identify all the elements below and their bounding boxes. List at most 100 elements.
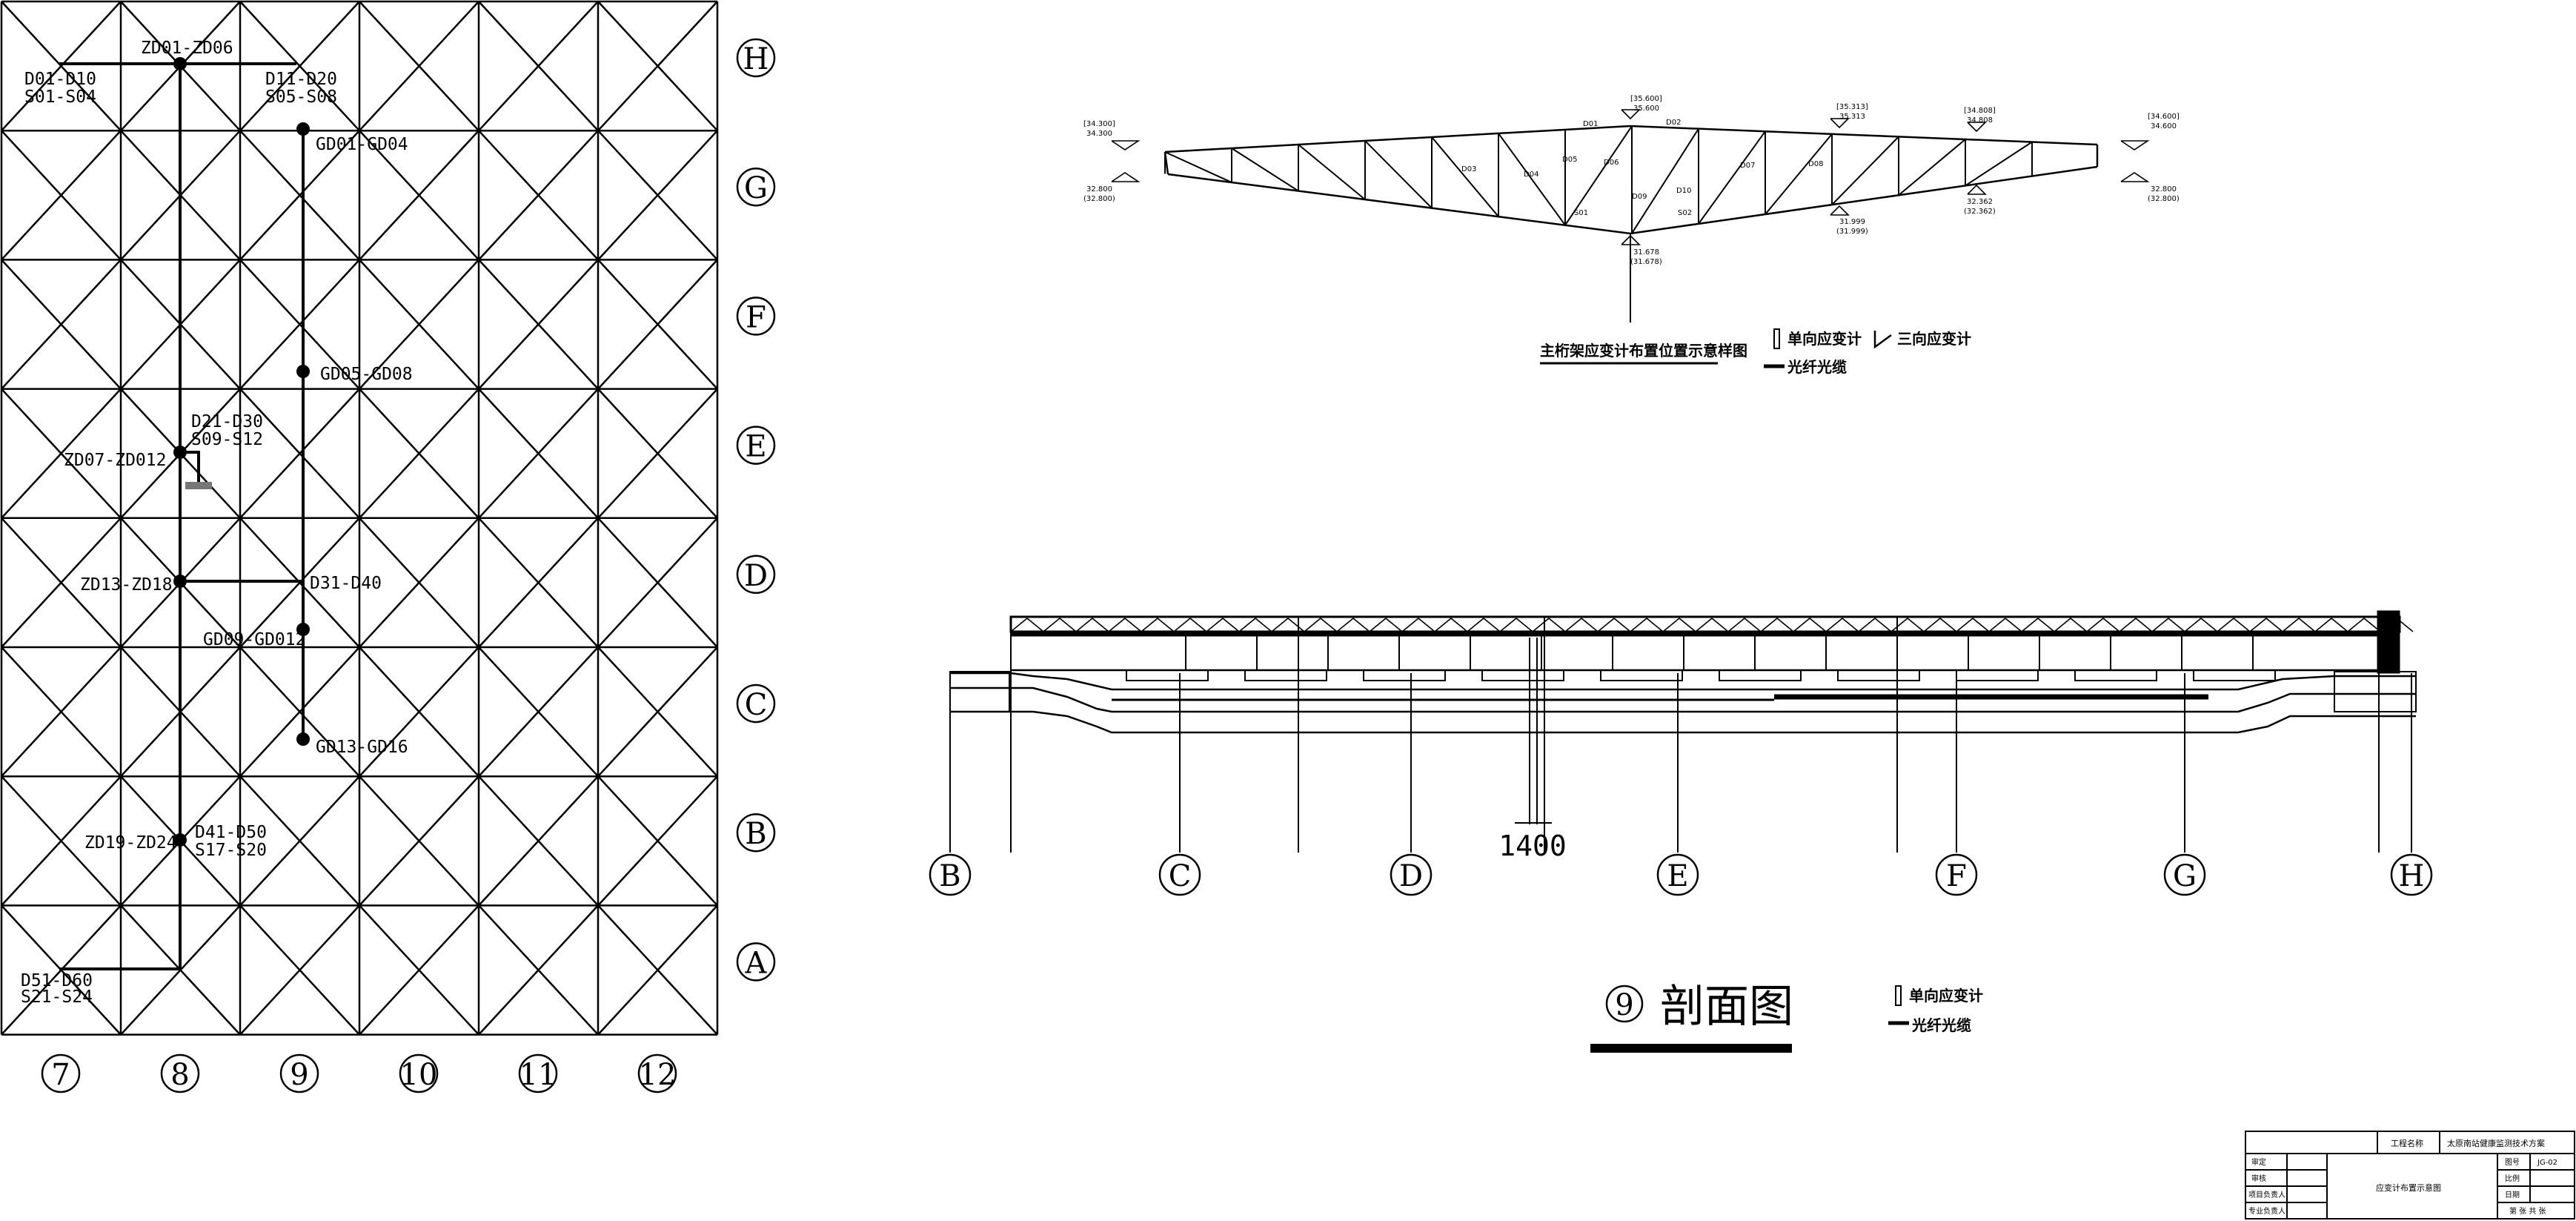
label-s09: S09-S12 — [191, 430, 263, 449]
grid-diagonal — [239, 646, 360, 778]
section-labels: 1400 B C D E F G H 9 剖面图 单向应变计 光纤光缆 — [929, 830, 2433, 1053]
roof-web — [1532, 618, 1550, 632]
elev-r2-bot: 32.362 — [1967, 198, 1993, 206]
grid-diagonal — [359, 775, 479, 907]
row-axis-bubble — [736, 942, 776, 982]
elev-left-top2: 34.300 — [1086, 130, 1112, 138]
grid-diagonal — [1, 646, 122, 778]
roof-web — [1401, 618, 1419, 632]
roof-web — [2070, 618, 2088, 632]
tb-row-1: 审核 — [2251, 1174, 2266, 1183]
section-legend-single-icon — [1895, 985, 1902, 1006]
col-axis-bubble — [41, 1053, 81, 1093]
grid-diagonal — [239, 1, 360, 132]
section-axis-bubble — [1656, 853, 1699, 896]
node-gd13[interactable] — [296, 732, 310, 746]
tb-no-label: 图号 — [2505, 1158, 2520, 1167]
grid-diagonal — [1, 1, 122, 132]
roof-web — [1825, 618, 1843, 632]
grid-diagonal — [597, 259, 718, 390]
roof-web — [1010, 618, 1028, 632]
bay-beam — [1719, 670, 1802, 681]
grid-diagonal — [239, 259, 360, 390]
sensor-nodes — [173, 57, 310, 847]
mark-d01: D01 — [1583, 120, 1598, 128]
section-axis-bubble — [1935, 853, 1978, 896]
tb-row-3: 专业负责人 — [2248, 1206, 2285, 1216]
bay-beam — [1837, 670, 1920, 681]
label-s05: S05-S08 — [265, 87, 337, 107]
grid-diagonal — [1, 388, 122, 519]
bay-beam — [1481, 670, 1564, 681]
roof-web — [1972, 618, 1990, 632]
tb-drawing-title: 应变计布置示意图 — [2376, 1182, 2441, 1193]
grid-diagonal — [597, 388, 718, 519]
row-axis-bubble — [736, 167, 776, 207]
elev-r2-bot2: (32.362) — [1964, 208, 1996, 216]
row-axis-label: A — [745, 946, 768, 980]
node-gd09[interactable] — [296, 623, 310, 636]
roof-web — [1450, 618, 1468, 632]
bay-beam — [1244, 670, 1327, 681]
label-d01: D01-D10 — [24, 70, 96, 89]
grid-diagonal — [359, 388, 479, 519]
roof-web — [1956, 618, 1974, 632]
bay-beam — [1956, 670, 2039, 681]
mark-d03: D03 — [1461, 165, 1476, 173]
mark-s02: S02 — [1678, 209, 1692, 217]
section-axis-label: F — [1946, 859, 1967, 893]
roof-web — [1369, 618, 1387, 632]
col-axis-label: 11 — [519, 1058, 557, 1092]
roof-web — [1858, 618, 1876, 632]
node-zd19[interactable] — [173, 833, 187, 847]
bay-beam — [2193, 670, 2276, 681]
left-platform — [949, 671, 1010, 712]
roof-web — [1613, 618, 1631, 632]
truss-elevation — [1111, 109, 2150, 322]
section-axis-bubble — [929, 853, 972, 896]
roof-web — [2184, 618, 2202, 632]
roof-web — [1304, 618, 1321, 632]
node-gd05[interactable] — [296, 365, 310, 378]
col-axis-bubble — [279, 1053, 319, 1093]
node-zd01[interactable] — [173, 57, 187, 70]
roof-web — [1776, 618, 1794, 632]
section-dimension: 1400 — [1498, 830, 1567, 862]
tb-project-name: 太原南站健康监测技术方案 — [2447, 1138, 2545, 1148]
row-axis-bubble — [736, 555, 776, 595]
grid-diagonal — [1, 775, 122, 907]
roof-web — [1124, 618, 1142, 632]
grid-diagonal — [359, 259, 479, 390]
roof-web — [2151, 618, 2169, 632]
row-axis-bubble — [736, 38, 776, 78]
roof-web — [2200, 618, 2218, 632]
node-d21[interactable] — [173, 446, 187, 459]
roof-web — [2102, 618, 2120, 632]
mark-d06: D06 — [1604, 159, 1619, 167]
grid-diagonal — [478, 388, 599, 519]
grid-diagonal — [359, 646, 479, 778]
tb-date-label: 日期 — [2505, 1191, 2520, 1200]
truss-diagonal — [1164, 151, 1232, 183]
truss-diagonal — [1765, 133, 1833, 215]
roof-web — [1483, 618, 1501, 632]
bay-beam — [2074, 670, 2157, 681]
col-axis-label: 12 — [639, 1058, 677, 1092]
node-zd13[interactable] — [173, 575, 187, 588]
legend-single-gauge-icon — [1773, 328, 1780, 349]
deck-upper — [950, 672, 2416, 691]
node-gd01[interactable] — [296, 122, 310, 136]
roof-web — [1189, 618, 1207, 632]
col-axis-label: 8 — [170, 1058, 189, 1092]
col-axis-bubble — [637, 1053, 677, 1093]
grid-diagonal — [597, 775, 718, 907]
row-axis-bubble — [736, 684, 776, 724]
grid-diagonal — [478, 259, 599, 390]
grid-diagonal — [359, 904, 479, 1036]
mark-s01: S01 — [1574, 209, 1588, 217]
elev-r1-bot: 31.999 — [1839, 218, 1865, 226]
truss-web-members — [1164, 125, 2033, 234]
roof-web — [1809, 618, 1827, 632]
title-block — [2245, 1131, 2575, 1220]
grid-diagonal — [359, 1, 479, 132]
